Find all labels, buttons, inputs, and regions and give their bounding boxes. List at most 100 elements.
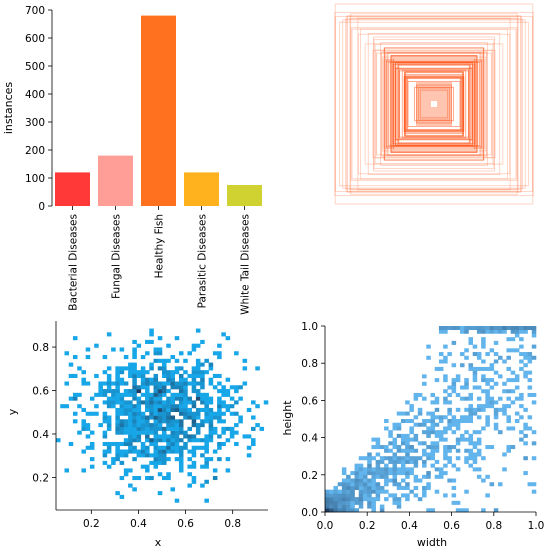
- heatmap-cell: [187, 472, 192, 477]
- heatmap-cell: [443, 430, 448, 435]
- heatmap-cell: [384, 478, 389, 483]
- heatmap-cell: [89, 457, 95, 462]
- heatmap-cell: [396, 504, 402, 509]
- heatmap-cell: [388, 456, 393, 461]
- heatmap-cell: [153, 441, 159, 447]
- heatmap-cell: [514, 374, 520, 379]
- heatmap-cell: [85, 347, 91, 352]
- heatmap-cell: [128, 426, 133, 431]
- heatmap-cell: [405, 437, 410, 442]
- heatmap-cell: [388, 448, 393, 453]
- heatmap-cell: [476, 452, 482, 457]
- heatmap-cell: [464, 381, 469, 386]
- xy-x-tick-label: 0.8: [224, 518, 241, 530]
- heatmap-cell: [371, 508, 376, 513]
- heatmap-cell: [523, 422, 528, 427]
- heatmap-cell: [106, 366, 112, 371]
- heatmap-cell: [379, 471, 385, 476]
- heatmap-cell: [140, 441, 146, 447]
- heatmap-cell: [170, 404, 176, 409]
- heatmap-cell: [434, 422, 440, 427]
- heatmap-cell: [98, 385, 103, 390]
- heatmap-cell: [174, 381, 180, 386]
- heatmap-cell: [115, 389, 120, 394]
- heatmap-cell: [64, 468, 70, 473]
- heatmap-cell: [183, 400, 188, 405]
- heatmap-cell: [384, 463, 389, 468]
- heatmap-cell: [212, 351, 218, 356]
- heatmap-cell: [346, 474, 351, 479]
- heatmap-cell: [145, 370, 150, 375]
- heatmap-cell: [485, 378, 490, 383]
- heatmap-cell: [392, 471, 398, 476]
- heatmap-cell: [153, 377, 159, 382]
- heatmap-cell: [204, 434, 209, 439]
- heatmap-cell: [325, 504, 330, 509]
- heatmap-cell: [350, 497, 355, 502]
- heatmap-cell: [371, 456, 376, 461]
- heatmap-cell: [455, 426, 461, 431]
- heatmap-cell: [234, 411, 239, 416]
- heatmap-cell: [115, 377, 120, 382]
- heatmap-cell: [354, 485, 360, 490]
- heatmap-cell: [170, 445, 176, 450]
- heatmap-cell: [111, 392, 116, 397]
- heatmap-cell: [153, 347, 159, 352]
- heatmap-cell: [375, 482, 381, 487]
- heatmap-cell: [85, 381, 91, 386]
- heatmap-cell: [217, 411, 222, 416]
- heatmap-cell: [485, 392, 490, 397]
- heatmap-cell: [170, 419, 176, 424]
- heatmap-cell: [514, 411, 520, 416]
- heatmap-cell: [183, 434, 188, 439]
- heatmap-cell: [426, 474, 431, 479]
- heatmap-cell: [333, 508, 338, 513]
- heatmap-cell: [212, 449, 218, 454]
- heatmap-cell: [519, 404, 524, 409]
- heatmap-cell: [115, 381, 120, 386]
- heatmap-cell: [217, 351, 222, 356]
- heatmap-cell: [531, 333, 537, 338]
- heatmap-cell: [426, 482, 431, 487]
- heatmap-cell: [145, 453, 150, 458]
- heatmap-cell: [502, 411, 507, 416]
- heatmap-cell: [409, 437, 414, 442]
- heatmap-cell: [493, 407, 499, 412]
- heatmap-cell: [422, 396, 427, 401]
- heatmap-cell: [400, 441, 406, 446]
- heatmap-cell: [468, 337, 473, 342]
- heatmap-cell: [502, 407, 507, 412]
- heatmap-cell: [115, 396, 120, 401]
- heatmap-cell: [337, 504, 343, 509]
- heatmap-cell: [128, 389, 133, 394]
- heatmap-cell: [81, 370, 86, 375]
- heatmap-cell: [111, 457, 116, 462]
- heatmap-cell: [111, 404, 116, 409]
- heatmap-cell: [153, 396, 159, 401]
- heatmap-cell: [157, 385, 163, 390]
- heatmap-cell: [400, 448, 406, 453]
- heatmap-cell: [178, 419, 184, 424]
- heatmap-cell: [341, 500, 347, 505]
- heatmap-cell: [485, 389, 490, 394]
- xy-y-axis-label: y: [6, 408, 19, 415]
- bounding-box: [392, 62, 476, 146]
- heatmap-cell: [183, 430, 188, 435]
- heatmap-cell: [413, 437, 419, 442]
- heatmap-cell: [191, 370, 197, 375]
- heatmap-cell: [136, 453, 142, 458]
- heatmap-cell: [255, 404, 260, 409]
- heatmap-cell: [187, 457, 192, 462]
- heatmap-cell: [455, 378, 461, 383]
- heatmap-cell: [438, 359, 444, 364]
- heatmap-cell: [145, 445, 150, 450]
- heatmap-cell: [485, 493, 490, 498]
- heatmap-cell: [489, 366, 495, 371]
- heatmap-cell: [451, 363, 457, 368]
- heatmap-cell: [166, 373, 171, 378]
- heatmap-cell: [489, 329, 495, 334]
- heatmap-cell: [195, 423, 201, 428]
- heatmap-cell: [187, 351, 192, 356]
- heatmap-cell: [145, 400, 150, 405]
- heatmap-cell: [384, 471, 389, 476]
